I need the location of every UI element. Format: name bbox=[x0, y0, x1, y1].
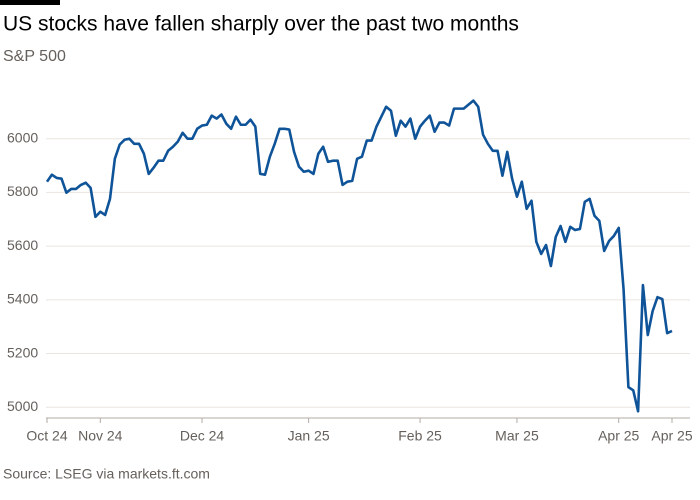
x-tick-label: Feb 25 bbox=[398, 428, 442, 444]
y-tick-label: 5600 bbox=[7, 237, 38, 253]
y-tick-label: 5800 bbox=[7, 183, 38, 199]
x-tick-label: Apr 25 bbox=[651, 428, 692, 444]
y-tick-label: 5000 bbox=[7, 398, 38, 414]
price-line bbox=[45, 99, 673, 413]
brand-bar bbox=[0, 0, 60, 5]
chart-subtitle: S&P 500 bbox=[3, 48, 66, 65]
y-tick-label: 5200 bbox=[7, 344, 38, 360]
x-tick-label: Oct 24 bbox=[26, 428, 67, 444]
x-tick-label: Jan 25 bbox=[288, 428, 330, 444]
x-tick-label: Dec 24 bbox=[180, 428, 225, 444]
y-tick-label: 5400 bbox=[7, 291, 38, 307]
y-tick-label: 6000 bbox=[7, 129, 38, 145]
source: Source: LSEG via markets.ft.com bbox=[3, 466, 210, 482]
x-tick-label: Nov 24 bbox=[78, 428, 123, 444]
chart-title: US stocks have fallen sharply over the p… bbox=[3, 13, 519, 36]
x-tick-label: Apr 25 bbox=[598, 428, 639, 444]
x-tick-label: Mar 25 bbox=[495, 428, 539, 444]
